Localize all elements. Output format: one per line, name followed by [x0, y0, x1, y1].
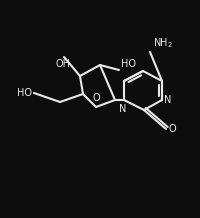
Text: N: N: [119, 104, 127, 114]
Text: HO: HO: [17, 88, 32, 98]
Text: NH$_2$: NH$_2$: [153, 36, 173, 50]
Text: N: N: [164, 95, 171, 105]
Text: HO: HO: [121, 59, 136, 69]
Text: OH: OH: [56, 59, 70, 69]
Text: O: O: [92, 93, 100, 103]
Text: O: O: [168, 124, 176, 134]
